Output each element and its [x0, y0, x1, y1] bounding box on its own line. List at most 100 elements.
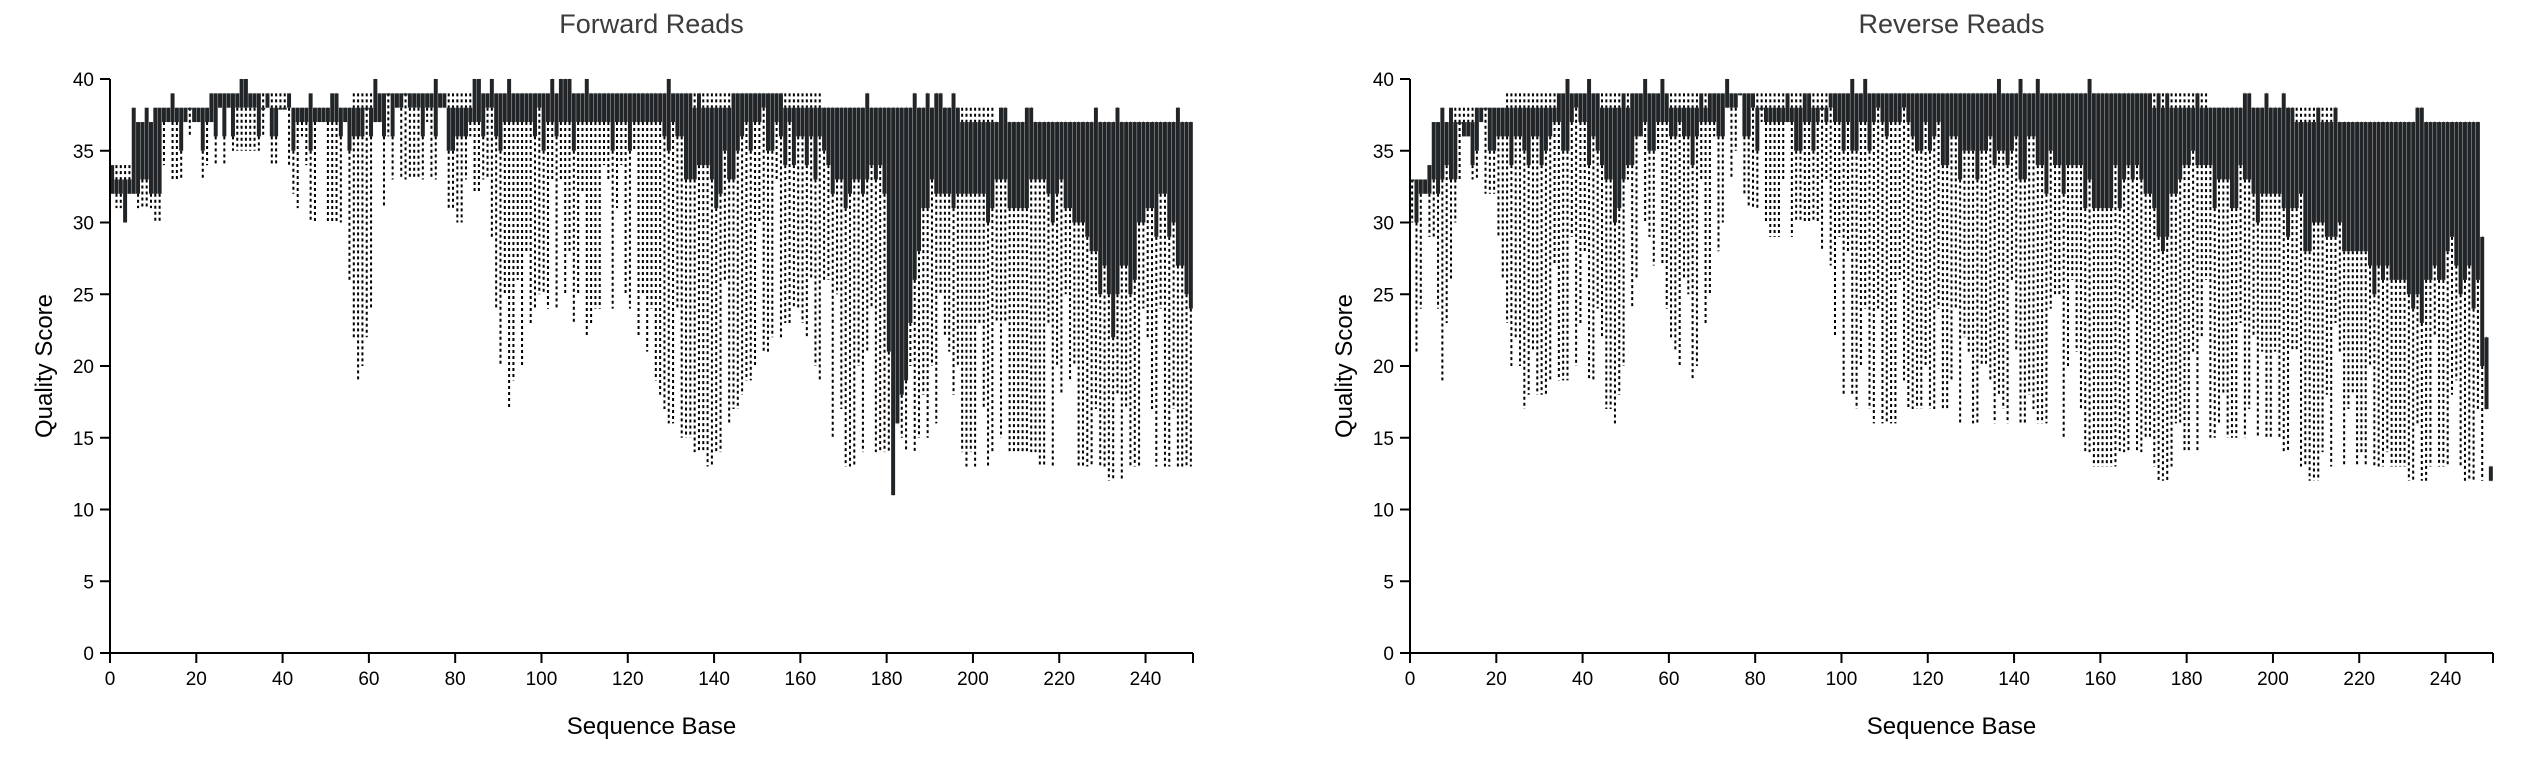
quality-box: [606, 93, 611, 123]
quality-box: [1742, 93, 1747, 137]
quality-box: [2277, 107, 2282, 194]
quality-box: [1449, 107, 1453, 180]
quality-box: [2393, 122, 2398, 280]
quality-box: [2044, 93, 2049, 194]
quality-box: [2221, 107, 2226, 180]
quality-box: [1500, 107, 1505, 137]
quality-box: [1638, 93, 1643, 137]
quality-box: [1068, 122, 1073, 209]
quality-box: [2147, 93, 2152, 194]
quality-box: [2346, 122, 2351, 252]
quality-box: [675, 93, 680, 137]
quality-box: [904, 107, 909, 381]
quality-box: [938, 93, 943, 194]
quality-box: [1175, 107, 1180, 266]
quality-box: [1720, 93, 1725, 137]
quality-box: [1660, 79, 1665, 123]
quality-box: [1080, 122, 1085, 223]
quality-box: [2165, 93, 2170, 237]
x-tick-label: 100: [1826, 669, 1858, 690]
quality-box: [1188, 122, 1193, 309]
quality-box: [1591, 93, 1596, 137]
y-tick-label: 10: [1373, 501, 1394, 522]
quality-box: [438, 93, 443, 108]
quality-box: [2225, 107, 2230, 180]
quality-box: [2208, 107, 2213, 166]
y-tick-label: 15: [73, 429, 94, 450]
quality-box: [1604, 107, 1609, 180]
quality-box: [2212, 107, 2217, 209]
quality-box: [1703, 107, 1708, 123]
quality-box: [114, 179, 119, 194]
quality-box: [1128, 122, 1133, 295]
quality-box: [2238, 107, 2243, 166]
quality-box: [2467, 122, 2472, 266]
y-tick-label: 35: [1373, 142, 1394, 163]
quality-box: [1106, 122, 1111, 295]
quality-box: [2247, 93, 2252, 180]
quality-box: [183, 107, 188, 123]
quality-box: [2005, 93, 2010, 166]
quality-box: [2083, 93, 2088, 209]
reverse-reads-chart: Reverse Reads Quality Score Sequence Base 0…: [1331, 9, 2494, 740]
quality-box: [947, 107, 952, 194]
quality-box: [1582, 93, 1587, 123]
quality-box: [1509, 107, 1514, 166]
quality-box: [869, 107, 874, 166]
quality-box: [1059, 122, 1064, 180]
quality-box: [1867, 93, 1872, 151]
quality-box: [317, 107, 322, 123]
quality-box: [1863, 79, 1868, 123]
quality-box: [2337, 122, 2342, 223]
quality-box: [2333, 107, 2338, 237]
quality-box: [2255, 107, 2260, 223]
quality-box: [416, 93, 421, 108]
quality-box: [1975, 93, 1980, 180]
quality-box: [377, 93, 382, 123]
quality-box: [1479, 107, 1484, 123]
quality-box: [1098, 122, 1103, 295]
quality-box: [2286, 107, 2291, 237]
quality-box: [153, 107, 158, 194]
x-tick-label: 200: [2257, 669, 2289, 690]
y-tick-label: 20: [1373, 357, 1394, 378]
quality-box: [645, 93, 650, 123]
quality-box: [1119, 122, 1124, 266]
quality-box: [1988, 93, 1993, 137]
quality-box: [2294, 122, 2299, 209]
quality-box: [878, 107, 883, 166]
quality-box: [243, 79, 248, 108]
quality-box: [144, 107, 149, 180]
quality-box: [364, 107, 369, 110]
quality-box: [1470, 122, 1475, 166]
quality-box: [226, 93, 231, 108]
quality-box: [925, 93, 930, 209]
quality-box: [891, 107, 896, 496]
y-tick-label: 20: [73, 357, 94, 378]
quality-box: [2022, 93, 2027, 180]
quality-box: [929, 107, 934, 180]
quality-box: [1871, 93, 1876, 123]
quality-box: [960, 122, 965, 194]
quality-box: [563, 79, 568, 123]
quality-box: [218, 93, 223, 108]
x-tick-label: 40: [1572, 669, 1593, 690]
quality-box: [261, 107, 266, 110]
quality-box: [1600, 107, 1604, 166]
quality-box: [1733, 93, 1738, 108]
quality-box: [2195, 93, 2200, 166]
quality-box: [1694, 107, 1699, 137]
quality-box: [351, 107, 356, 137]
quality-box: [2471, 122, 2476, 309]
quality-box: [2135, 93, 2140, 166]
quality-box: [1858, 93, 1863, 123]
quality-box: [1751, 93, 1756, 108]
quality-box: [1940, 93, 1945, 166]
quality-box: [1565, 79, 1570, 151]
quality-box: [2130, 93, 2135, 180]
quality-box: [791, 107, 796, 166]
quality-box: [369, 107, 374, 137]
quality-box: [2113, 93, 2118, 166]
quality-box: [1137, 122, 1142, 223]
quality-box: [804, 107, 809, 166]
